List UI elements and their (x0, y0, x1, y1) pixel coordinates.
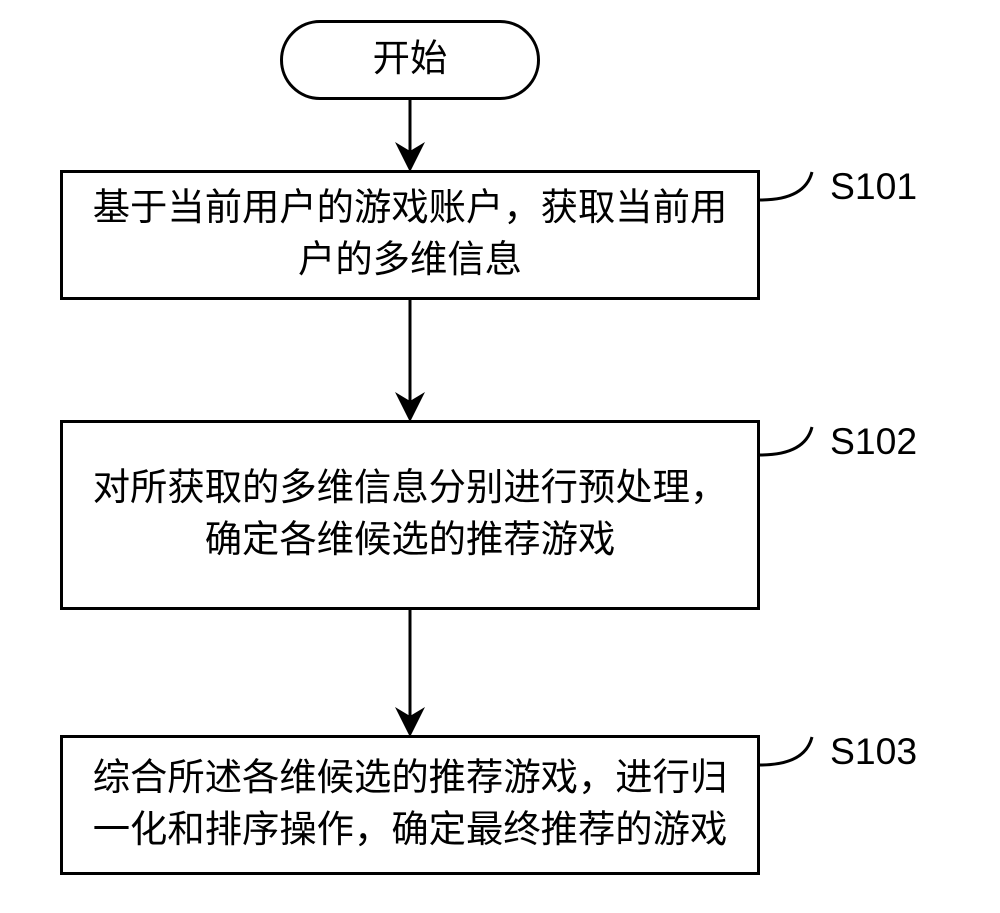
flowchart-canvas: 开始 基于当前用户的游戏账户，获取当前用 户的多维信息 S101 对所获取的多维… (0, 0, 1000, 913)
arrow-start-to-s101 (0, 0, 1000, 913)
